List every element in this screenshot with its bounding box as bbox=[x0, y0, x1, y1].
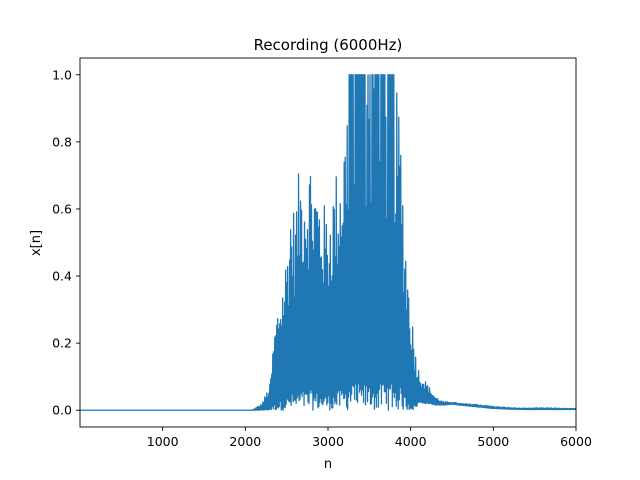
y-tick-label: 1.0 bbox=[52, 67, 72, 82]
y-tick-label: 0.2 bbox=[52, 336, 72, 351]
x-axis: 1000 2000 3000 4000 5000 6000 bbox=[147, 427, 592, 449]
y-tick-label: 0.6 bbox=[52, 201, 72, 216]
x-axis-label: n bbox=[324, 457, 332, 472]
x-tick-label: 4000 bbox=[395, 434, 427, 449]
y-tick-label: 0.8 bbox=[52, 134, 72, 149]
x-tick-label: 2000 bbox=[229, 434, 261, 449]
x-tick-label: 3000 bbox=[312, 434, 344, 449]
y-tick-label: 0.4 bbox=[52, 269, 72, 284]
waveform-series-line bbox=[80, 74, 576, 411]
plot-area bbox=[79, 57, 577, 428]
x-tick-label: 1000 bbox=[147, 434, 179, 449]
y-tick-label: 0.0 bbox=[52, 403, 72, 418]
y-axis-label: x[n] bbox=[29, 230, 44, 256]
x-tick-label: 6000 bbox=[560, 434, 592, 449]
x-tick-label: 5000 bbox=[477, 434, 509, 449]
chart-title: Recording (6000Hz) bbox=[254, 36, 403, 54]
y-axis: 0.0 0.2 0.4 0.6 0.8 1.0 bbox=[52, 67, 80, 418]
